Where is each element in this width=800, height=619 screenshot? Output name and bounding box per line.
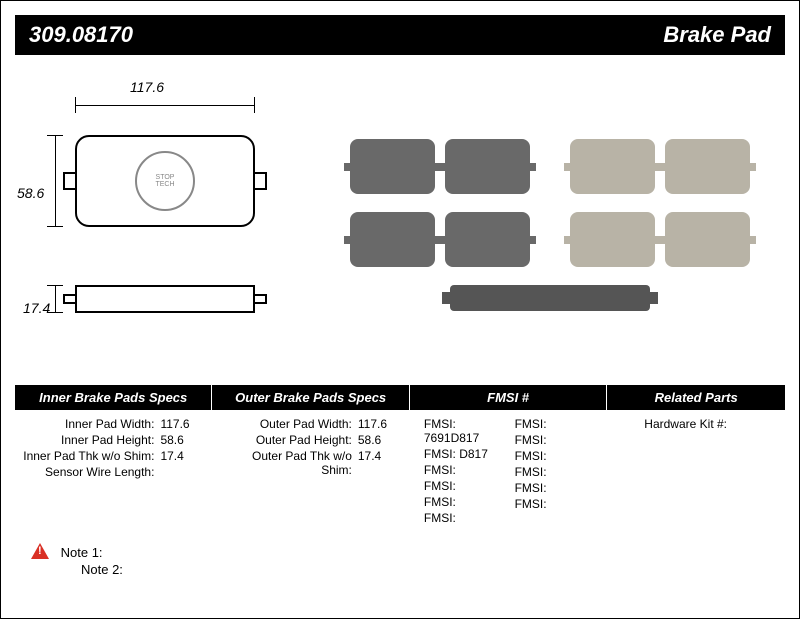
fmsi-row: FMSI: (418, 462, 509, 478)
spec-value: 117.6 (160, 417, 204, 431)
stoptech-logo: STOPTECH (135, 151, 195, 211)
part-type: Brake Pad (663, 22, 771, 48)
col-inner: Inner Brake Pads Specs Inner Pad Width:1… (15, 385, 212, 532)
spec-value: 117.6 (358, 417, 402, 431)
dim-width-label: 117.6 (130, 79, 164, 95)
dim-thk-line (55, 285, 56, 313)
spec-row: Hardware Kit #: (615, 416, 777, 432)
note1-label: Note 1: (61, 545, 103, 560)
spec-value: 17.4 (160, 449, 204, 463)
mid-section: 117.6 58.6 STOPTECH 17.4 (1, 55, 799, 385)
col-related: Related Parts Hardware Kit #: (607, 385, 785, 532)
dim-height-line (55, 135, 56, 227)
fmsi-row: FMSI: D817 (418, 446, 509, 462)
spec-key: Inner Pad Height: (23, 433, 160, 447)
spec-row: Outer Pad Width:117.6 (220, 416, 401, 432)
spec-row: Inner Pad Thk w/o Shim:17.4 (23, 448, 204, 464)
notes-block: Note 1: Note 2: (31, 540, 123, 578)
col-outer: Outer Brake Pads Specs Outer Pad Width:1… (212, 385, 409, 532)
fmsi-row: FMSI: (509, 416, 600, 432)
spec-row: Outer Pad Height:58.6 (220, 432, 401, 448)
pad-photo-light (665, 139, 750, 194)
spec-key: Outer Pad Thk w/o Shim: (220, 449, 357, 477)
spec-row: Sensor Wire Length: (23, 464, 204, 480)
fmsi-row: FMSI: (509, 448, 600, 464)
pad-photo-light (665, 212, 750, 267)
fmsi-row: FMSI: (418, 494, 509, 510)
fmsi-row: FMSI: (509, 432, 600, 448)
spec-key: Hardware Kit #: (615, 417, 733, 431)
technical-diagram: 117.6 58.6 STOPTECH 17.4 (15, 75, 315, 375)
pad-side-photo (450, 285, 650, 311)
dim-height-label: 58.6 (17, 185, 44, 201)
spec-value: 17.4 (358, 449, 402, 477)
fmsi-row: FMSI: (418, 510, 509, 526)
spec-key: Outer Pad Width: (220, 417, 357, 431)
note2-label: Note 2: (81, 562, 123, 577)
spec-row: Inner Pad Height:58.6 (23, 432, 204, 448)
spec-value: 58.6 (160, 433, 204, 447)
spec-row: Outer Pad Thk w/o Shim:17.4 (220, 448, 401, 478)
spec-key: Sensor Wire Length: (23, 465, 160, 479)
header-bar: 309.08170 Brake Pad (15, 15, 785, 55)
col-header: Outer Brake Pads Specs (212, 385, 409, 410)
pad-photo-dark (445, 139, 530, 194)
spec-key: Outer Pad Height: (220, 433, 357, 447)
fmsi-row: FMSI: (509, 464, 600, 480)
fmsi-row: FMSI: (509, 480, 600, 496)
fmsi-row: FMSI: (509, 496, 600, 512)
photo-row-mid (350, 212, 750, 267)
fmsi-row: FMSI: (418, 478, 509, 494)
spec-row: Inner Pad Width:117.6 (23, 416, 204, 432)
pad-photo-light (570, 139, 655, 194)
product-photos (315, 75, 785, 375)
dim-thk-label: 17.4 (23, 300, 50, 316)
pad-photo-light (570, 212, 655, 267)
pad-face-outline: STOPTECH (75, 135, 255, 227)
part-number: 309.08170 (29, 22, 133, 48)
col-header: Inner Brake Pads Specs (15, 385, 212, 410)
pad-photo-dark (350, 139, 435, 194)
spec-key: Inner Pad Thk w/o Shim: (23, 449, 160, 463)
col-fmsi: FMSI # FMSI: 7691D817FMSI: D817FMSI: FMS… (410, 385, 607, 532)
pad-photo-dark (350, 212, 435, 267)
dim-width-line (75, 105, 255, 106)
pad-photo-dark (445, 212, 530, 267)
col-header: FMSI # (410, 385, 607, 410)
fmsi-row: FMSI: 7691D817 (418, 416, 509, 446)
pad-side-outline (75, 285, 255, 313)
spec-table: Inner Brake Pads Specs Inner Pad Width:1… (1, 385, 799, 532)
warning-icon (31, 543, 49, 559)
spec-key: Inner Pad Width: (23, 417, 160, 431)
photo-row-top (350, 139, 750, 194)
col-header: Related Parts (607, 385, 785, 410)
spec-value (733, 417, 777, 431)
spec-value (160, 465, 204, 479)
spec-value: 58.6 (358, 433, 402, 447)
